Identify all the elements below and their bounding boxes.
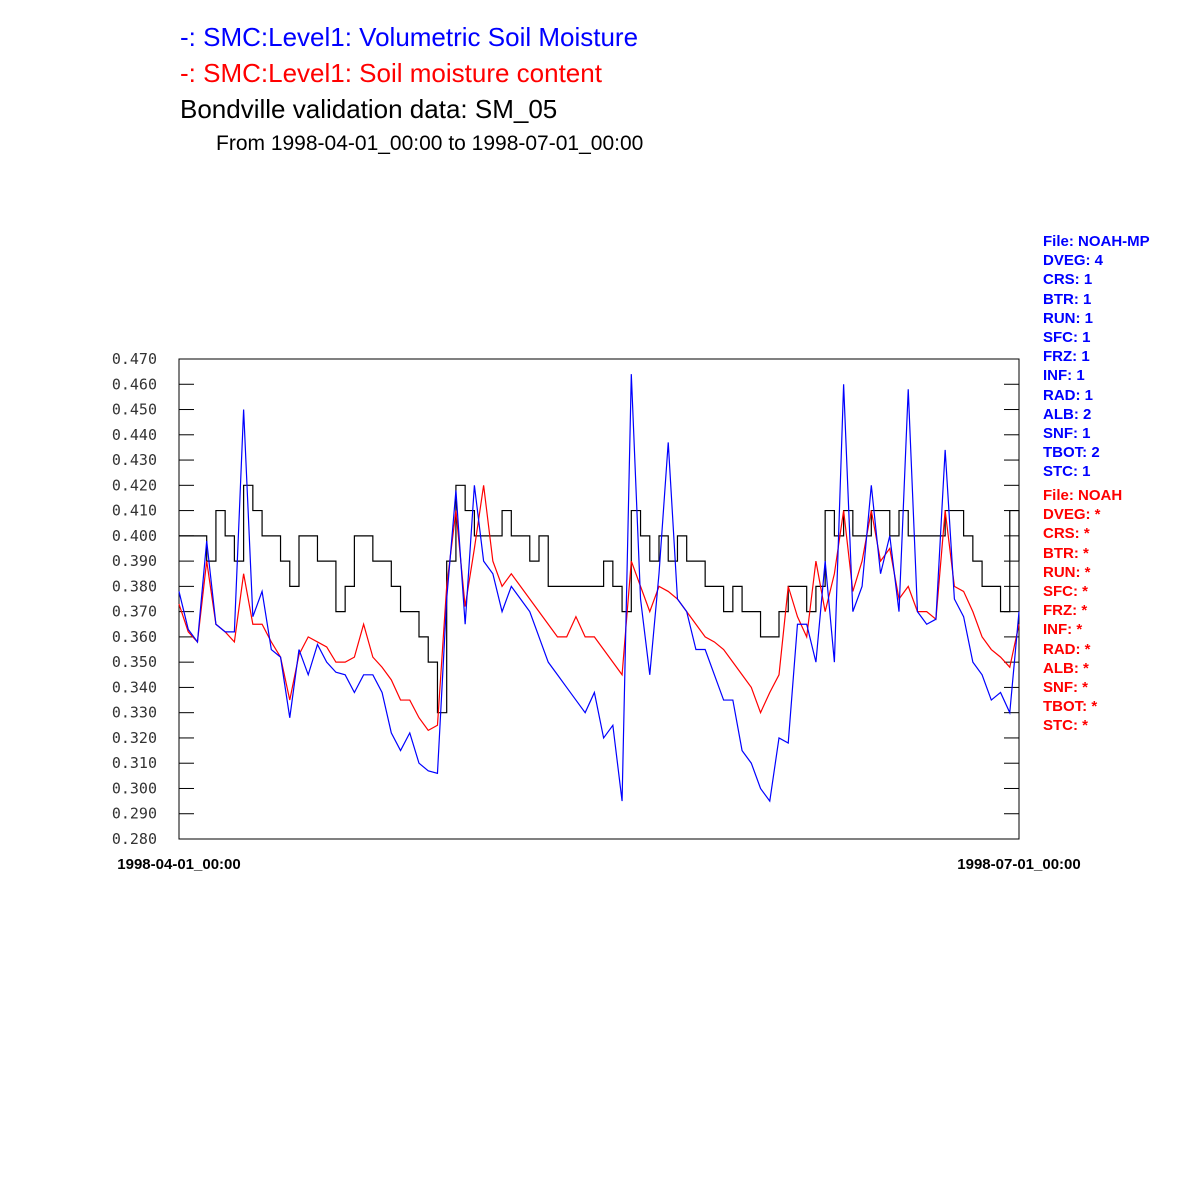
y-tick-label: 0.360	[112, 628, 157, 646]
title-series-blue: -: SMC:Level1: Volumetric Soil Moisture	[180, 22, 639, 52]
legend-entry: CRS: 1	[1043, 271, 1093, 289]
y-tick-label: 0.280	[112, 830, 157, 848]
legend-entry: TBOT: *	[1043, 698, 1098, 716]
chart-title: Bondville validation data: SM_05	[180, 94, 558, 124]
legend-entry: BTR: 1	[1043, 290, 1092, 308]
y-tick-label: 0.450	[112, 401, 157, 419]
series-line-0	[178, 374, 1020, 803]
y-tick-label: 0.290	[112, 805, 157, 823]
y-tick-label: 0.420	[112, 476, 157, 494]
y-tick-label: 0.320	[112, 729, 157, 747]
legend-noah: File: NOAH DVEG: * CRS: * BTR: * RUN: * SFC: …	[1043, 486, 1122, 736]
legend-entry: STC: *	[1043, 717, 1088, 735]
legend-entry: File: NOAH-MP	[1043, 233, 1150, 250]
legend-entry: SNF: 1	[1043, 425, 1091, 443]
legend-entry: ALB: *	[1043, 659, 1089, 677]
legend-entry: CRS: *	[1043, 525, 1090, 543]
series-line-1	[178, 485, 1020, 732]
legend-entry: RUN: 1	[1043, 309, 1094, 327]
legend-entry: STC: 1	[1043, 463, 1091, 481]
y-tick-label: 0.350	[112, 653, 157, 671]
y-tick-label: 0.410	[112, 502, 157, 520]
y-tick-label: 0.440	[112, 426, 157, 444]
legend-entry: SNF: *	[1043, 679, 1088, 697]
title-series-red: -: SMC:Level1: Soil moisture content	[180, 58, 602, 88]
legend-entry: DVEG: 4	[1043, 252, 1104, 270]
y-tick-label: 0.390	[112, 552, 157, 570]
y-tick-label: 0.310	[112, 754, 157, 772]
legend-entry: BTR: *	[1043, 544, 1089, 562]
legend-entry: ALB: 2	[1043, 405, 1092, 423]
y-tick-label: 0.300	[112, 779, 157, 797]
legend-entry: INF: *	[1043, 621, 1083, 639]
x-tick-label: 1998-07-01_00:00	[957, 856, 1080, 873]
y-tick-label: 0.430	[112, 451, 157, 469]
legend-noah-mp: File: NOAH-MP DVEG: 4 CRS: 1 BTR: 1 RUN: 1 SF…	[1043, 232, 1150, 482]
legend-entry: RUN: *	[1043, 563, 1091, 581]
series-line-2	[179, 484, 1020, 714]
y-tick-label: 0.330	[112, 704, 157, 722]
plot-frame	[178, 358, 1020, 840]
legend-entry: SFC: *	[1043, 583, 1088, 601]
legend-entry: FRZ: 1	[1043, 348, 1090, 366]
legend-entry: INF: 1	[1043, 367, 1085, 385]
y-tick-label: 0.400	[112, 527, 157, 545]
legend-entry: FRZ: *	[1043, 602, 1088, 620]
y-tick-label: 0.380	[112, 577, 157, 595]
y-tick-label: 0.460	[112, 375, 157, 393]
x-tick-label: 1998-04-01_00:00	[117, 856, 240, 873]
y-tick-label: 0.370	[112, 603, 157, 621]
chart-subtitle: From 1998-04-01_00:00 to 1998-07-01_00:0…	[216, 132, 644, 155]
y-tick-label: 0.340	[112, 678, 157, 696]
legend-entry: File: NOAH	[1043, 487, 1123, 504]
y-tick-label: 0.470	[112, 350, 157, 368]
legend-entry: TBOT: 2	[1043, 444, 1100, 462]
legend-entry: SFC: 1	[1043, 329, 1091, 347]
legend-entry: RAD: *	[1043, 640, 1091, 658]
legend-entry: DVEG: *	[1043, 506, 1101, 524]
legend-entry: RAD: 1	[1043, 386, 1094, 404]
